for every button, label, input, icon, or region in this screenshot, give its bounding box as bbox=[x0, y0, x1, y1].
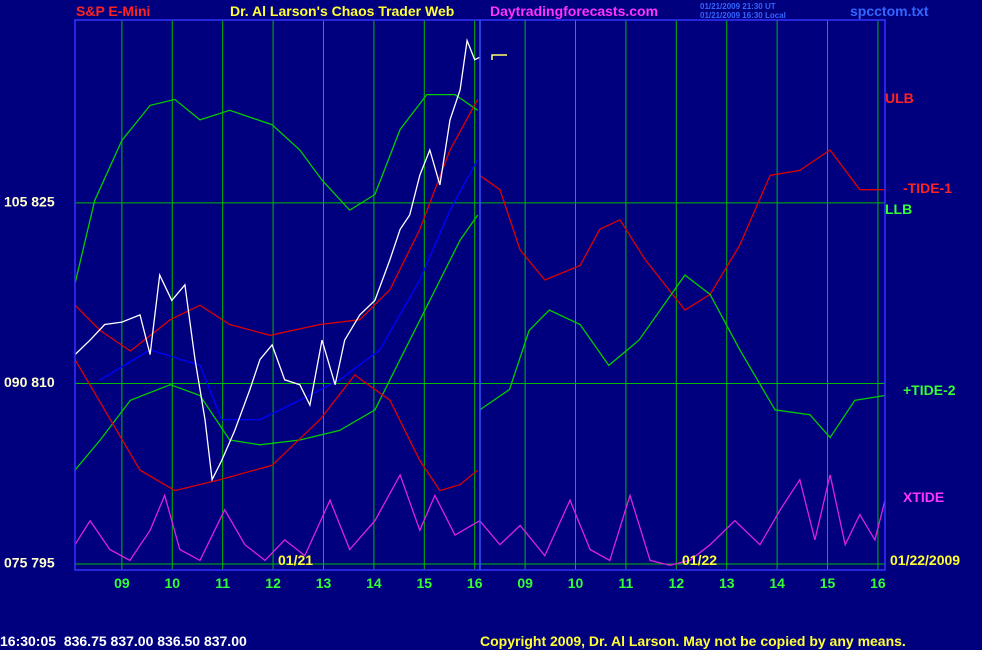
x-tick-label: 16 bbox=[870, 575, 886, 591]
x-tick-label: 12 bbox=[265, 575, 281, 591]
date-label: 01/22 bbox=[682, 552, 717, 568]
series-line bbox=[74, 473, 886, 566]
copyright: Copyright 2009, Dr. Al Larson. May not b… bbox=[480, 633, 906, 649]
series-label: +TIDE-2 bbox=[903, 382, 956, 398]
y-tick-label: 105 825 bbox=[4, 194, 55, 210]
quote: 16:30:05 836.75 837.00 836.50 837.00 bbox=[0, 633, 247, 649]
series-label: -TIDE-1 bbox=[903, 180, 952, 196]
series-line bbox=[74, 37, 480, 482]
series-line bbox=[74, 93, 479, 284]
site: Daytradingforecasts.com bbox=[490, 3, 658, 19]
x-tick-label: 14 bbox=[769, 575, 785, 591]
timestamp: 01/21/2009 16:30 Local bbox=[700, 11, 786, 20]
x-tick-label: 10 bbox=[568, 575, 584, 591]
x-tick-label: 12 bbox=[669, 575, 685, 591]
file-name: spcctom.txt bbox=[850, 3, 929, 19]
timestamp: 01/21/2009 21:30 UT bbox=[700, 2, 776, 11]
series-line bbox=[479, 149, 885, 311]
annotation: LLB bbox=[885, 201, 912, 217]
y-tick-label: 075 795 bbox=[4, 555, 55, 571]
bracket bbox=[491, 54, 507, 60]
series-line bbox=[74, 99, 479, 352]
annotation: ULB bbox=[885, 90, 914, 106]
x-tick-label: 09 bbox=[517, 575, 533, 591]
date-label: 01/22/2009 bbox=[890, 552, 960, 568]
x-tick-label: 15 bbox=[417, 575, 433, 591]
symbol: S&P E-Mini bbox=[76, 3, 150, 19]
date-label: 01/21 bbox=[278, 552, 313, 568]
x-tick-label: 15 bbox=[820, 575, 836, 591]
x-tick-label: 11 bbox=[215, 575, 230, 591]
x-tick-label: 13 bbox=[316, 575, 332, 591]
series-label: XTIDE bbox=[903, 489, 944, 505]
series-line bbox=[99, 159, 479, 421]
chart-title: Dr. Al Larson's Chaos Trader Web bbox=[230, 3, 454, 19]
x-tick-label: 13 bbox=[719, 575, 735, 591]
x-tick-label: 10 bbox=[164, 575, 180, 591]
series-line bbox=[74, 359, 479, 492]
y-tick-label: 090 810 bbox=[4, 374, 55, 390]
x-tick-label: 11 bbox=[619, 575, 634, 591]
series-line bbox=[479, 274, 886, 439]
series-line bbox=[74, 214, 479, 471]
x-tick-label: 16 bbox=[467, 575, 483, 591]
x-tick-label: 14 bbox=[366, 575, 382, 591]
x-tick-label: 09 bbox=[114, 575, 130, 591]
